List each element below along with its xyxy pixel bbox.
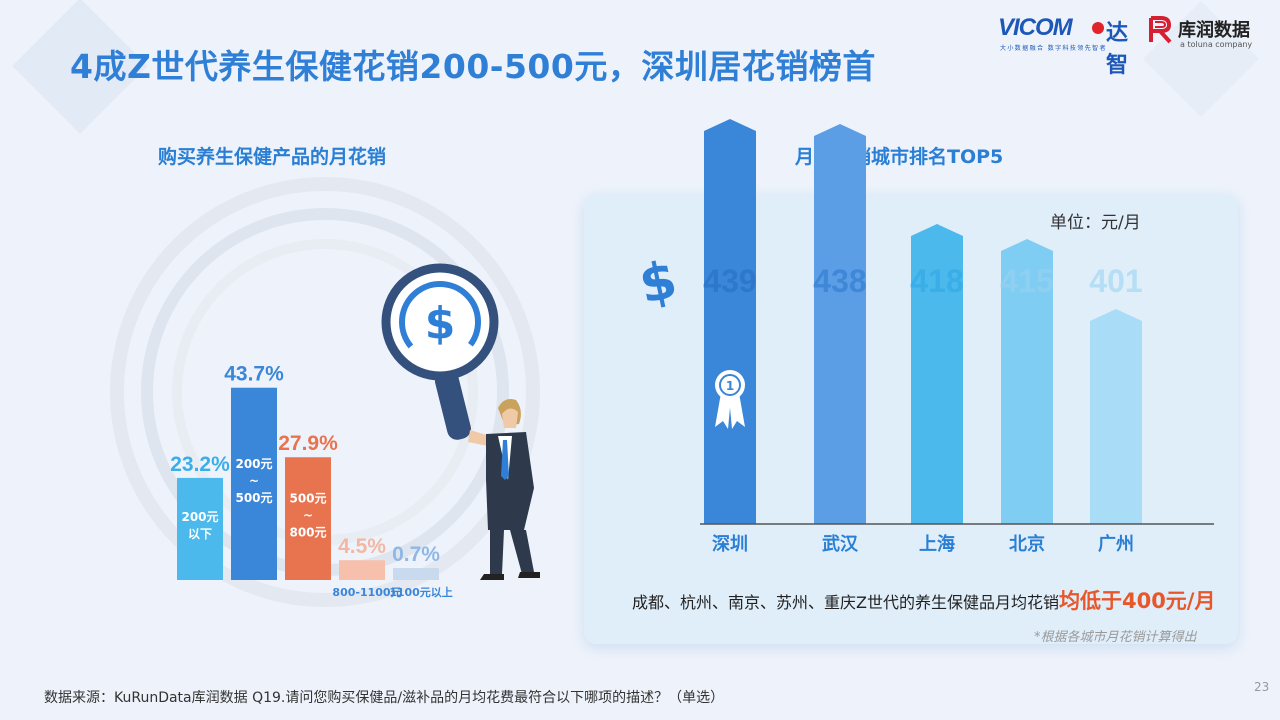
kurun-logo-cn: 库润数据 (1178, 20, 1250, 41)
vicom-logo-cn: 达智 (1106, 21, 1129, 78)
footnote: *根据各城市月花销计算得出 (1034, 630, 1197, 645)
spending-value-label: 4.5% (338, 535, 386, 558)
left-chart-title: 购买养生保健产品的月花销 (158, 146, 387, 168)
spending-category-label: 1100元以上 (389, 585, 453, 599)
spending-bar (339, 560, 385, 580)
city-value-label: 401 (1089, 263, 1142, 299)
spending-value-label: 27.9% (278, 432, 338, 455)
city-bar (704, 119, 756, 524)
spending-inner-label: 以下 (188, 527, 212, 541)
dollar-sign-icon: $ (425, 298, 456, 349)
city-value-label: 418 (910, 263, 963, 299)
spending-bar (231, 387, 277, 580)
city-bars: $439 深圳 438 武汉 418 上海 415 北京 401 广州 1 (634, 119, 1214, 555)
bg-decor-square (12, 0, 148, 134)
city-name-label: 深圳 (712, 533, 748, 555)
city-bar (1090, 309, 1142, 524)
city-name-label: 武汉 (822, 534, 859, 555)
businessman-illustration (468, 399, 540, 580)
vicom-logo-dot (1092, 22, 1104, 34)
city-name-label: 上海 (919, 533, 955, 555)
summary-text: 成都、杭州、南京、苏州、重庆Z世代的养生保健品月均花销均低于400元/月 (632, 585, 1215, 615)
spending-value-label: 0.7% (392, 543, 440, 566)
spending-inner-label: ~ (303, 509, 313, 523)
kurun-logo: 库润数据 a toluna company (1148, 14, 1272, 50)
magnifier-illustration: $ (381, 263, 499, 440)
spending-value-label: 43.7% (224, 363, 284, 386)
city-name-label: 广州 (1098, 533, 1134, 555)
spending-bar (177, 477, 223, 580)
page-number: 23 (1254, 680, 1270, 694)
spending-inner-label: 800元 (289, 526, 326, 540)
bg-decor-square (1143, 1, 1259, 117)
city-value-label: 415 (1000, 263, 1053, 299)
spending-category-label: 800-1100元 (332, 586, 401, 599)
dollar-icon: $ (634, 250, 682, 316)
data-source: 数据来源：KuRunData库润数据 Q19.请问您购买保健品/滋补品的月均花费… (44, 690, 725, 706)
city-bar (814, 124, 866, 524)
spending-inner-label: 500元 (235, 491, 272, 505)
spending-inner-label: ~ (249, 474, 259, 488)
city-bar (911, 224, 963, 524)
summary-highlight: 均低于400元/月 (1058, 589, 1216, 613)
spending-bar (393, 568, 439, 580)
spending-bar (285, 457, 331, 580)
spending-inner-label: 500元 (289, 492, 326, 506)
badge-rank-label: 1 (726, 379, 734, 393)
kurun-logo-sub: a toluna company (1180, 40, 1253, 49)
spending-inner-label: 200元 (181, 510, 218, 524)
city-bar (1001, 239, 1053, 524)
kurun-logo-mark (1149, 16, 1172, 44)
summary-body: 成都、杭州、南京、苏州、重庆Z世代的养生保健品月均花销 (632, 593, 1059, 612)
ribbon-award-icon: 1 (715, 370, 745, 429)
spending-inner-label: 200元 (235, 457, 272, 471)
city-value-label: 439 (703, 263, 756, 299)
unit-label: 单位：元/月 (1050, 213, 1141, 233)
slide-title: 4成Z世代养生保健花销200-500元，深圳居花销榜首 (70, 47, 876, 86)
city-value-label: 438 (813, 263, 866, 299)
vicom-logo-word: VICOM (998, 14, 1073, 41)
spending-value-label: 23.2% (170, 453, 230, 476)
vicom-logo: VICOM 达智 大小数据融合 数字科技领先智者 (998, 14, 1140, 78)
city-name-label: 北京 (1009, 533, 1045, 555)
vicom-logo-tagline: 大小数据融合 数字科技领先智者 (1000, 45, 1107, 52)
